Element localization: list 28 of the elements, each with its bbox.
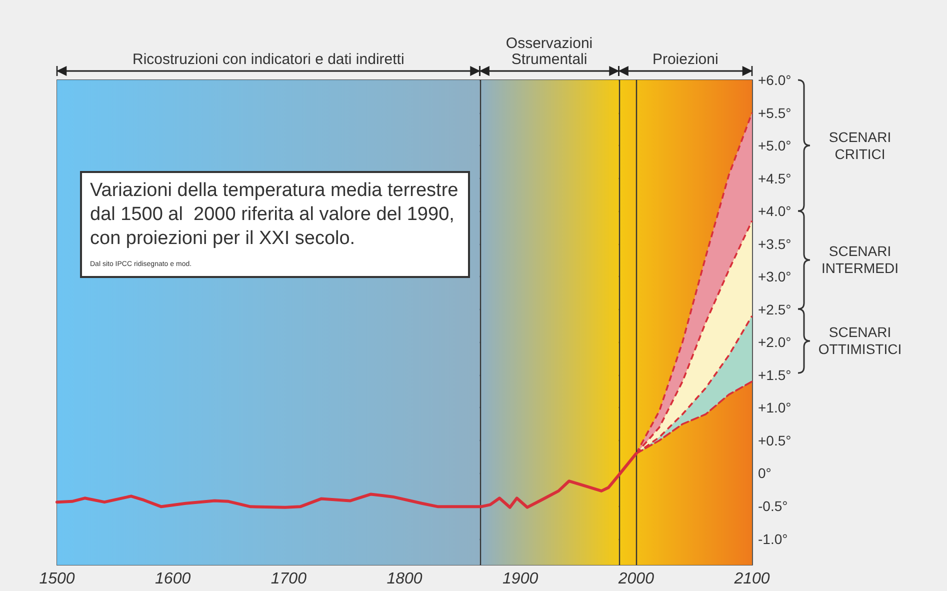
text: SCENARI INTERMEDI [820,243,900,277]
y-tick-label: +5.0° [758,138,792,154]
y-tick-label: +2.0° [758,334,792,350]
y-tick-label: -0.5° [758,498,788,514]
y-tick-label: +3.0° [758,268,792,285]
x-tick-label: 1800 [386,570,422,588]
y-tick-label: +4.5° [758,170,792,186]
x-tick-label: 1700 [270,570,307,588]
text: SCENARI CRITICI [828,128,892,162]
band-label: Proiezioni [651,51,720,68]
y-tick-label: 0° [758,465,772,482]
y-tick-label: +0.5° [758,432,792,448]
band-label: Ricostruzioni con indicatori e dati indiretti [131,51,406,68]
band-label: Osservazioni Strumentali [504,35,594,68]
x-tick-label: 2100 [733,570,770,588]
x-tick-label: 1600 [155,570,191,588]
y-tick-label: +2.5° [758,301,792,318]
x-tick-label: 1500 [39,570,75,588]
text: SCENARI OTTIMISTICI [817,324,903,358]
y-tick-label: +3.5° [758,236,792,252]
x-tick-label: 2000 [617,570,654,588]
y-tick-label: +1.5° [758,366,792,383]
y-tick-label: +1.0° [758,400,792,416]
y-tick-label: +5.5° [758,104,792,121]
y-tick-label: +6.0° [758,72,792,88]
y-tick-label: -1.0° [758,530,788,547]
x-tick-label: 1900 [502,570,538,588]
y-tick-label: +4.0° [758,203,792,220]
